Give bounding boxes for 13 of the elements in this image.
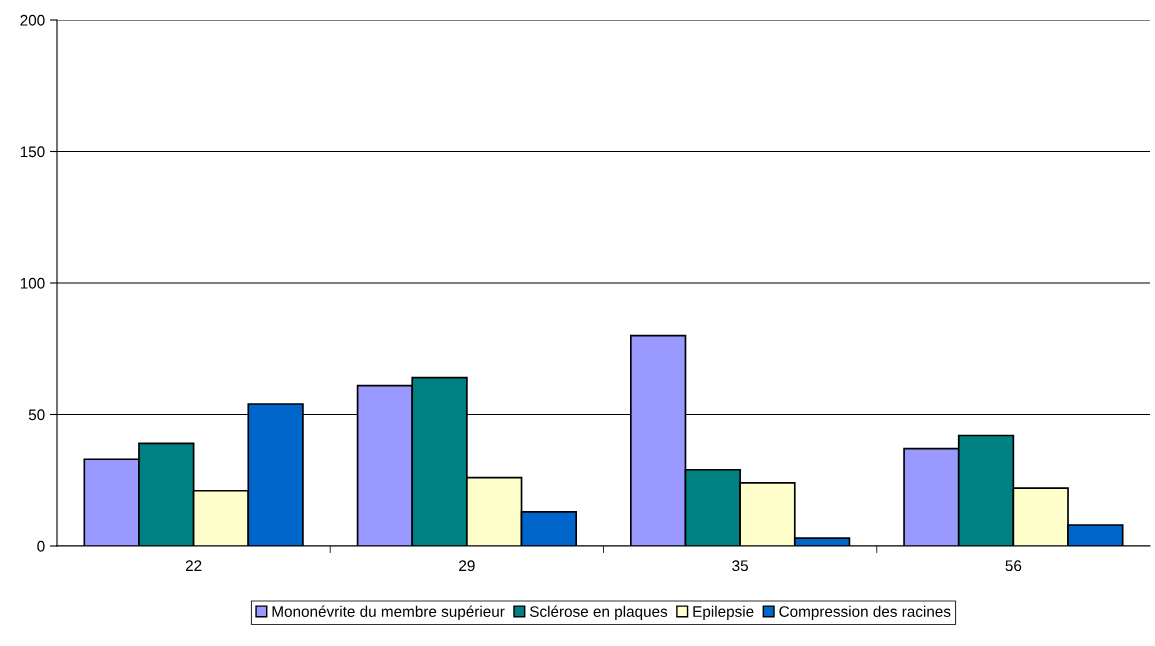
x-tick-label: 29: [459, 560, 475, 572]
x-tick-label: 56: [1005, 560, 1022, 572]
y-tick-label: 0: [37, 540, 45, 552]
legend-label: Epilepsie: [693, 605, 754, 620]
legend-label: Mononévrite du membre supérieur: [272, 605, 505, 620]
y-tick-label: 100: [20, 277, 45, 289]
y-tick-label: 200: [20, 14, 45, 26]
x-tick-label: 22: [185, 560, 202, 571]
legend-label: Sclérose en plaques: [529, 605, 668, 620]
legend-label: Compression des racines: [779, 605, 951, 620]
y-tick-label: 50: [28, 409, 45, 421]
y-tick-label: 150: [20, 146, 45, 158]
x-tick-label: 35: [732, 560, 748, 572]
